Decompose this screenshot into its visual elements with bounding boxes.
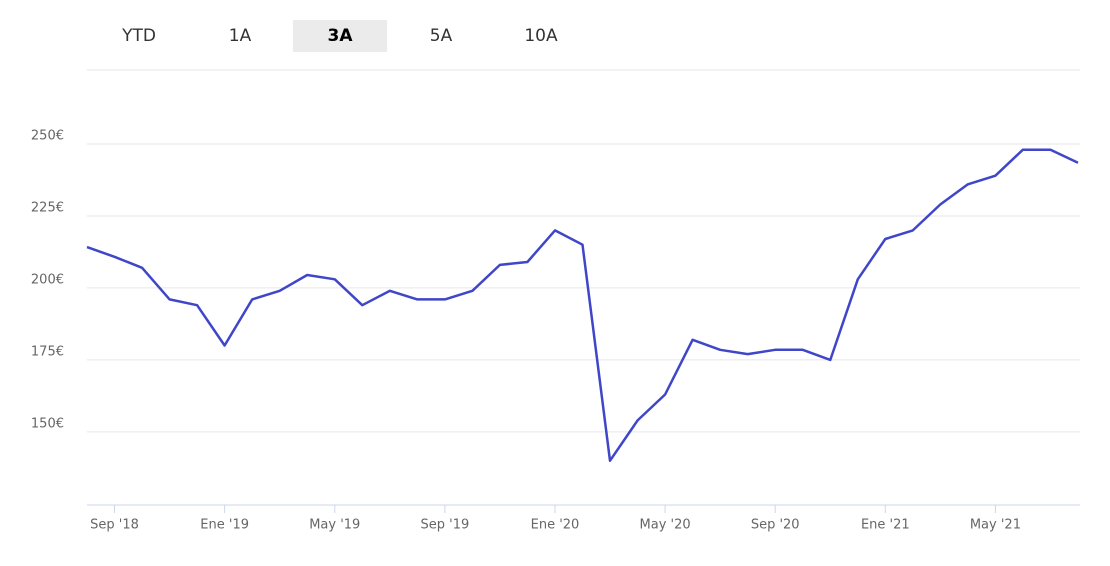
x-tick-label: May '21 [970, 518, 1021, 533]
x-tick-label: Sep '20 [751, 518, 800, 533]
x-tick-label: Sep '19 [420, 518, 469, 533]
range-button[interactable]: 10A [524, 26, 558, 46]
x-tick-label: Ene '20 [531, 518, 580, 533]
range-button[interactable]: 5A [430, 26, 453, 46]
range-button[interactable]: 1A [229, 26, 252, 46]
x-tick-label: May '19 [309, 518, 360, 533]
y-tick-label: 175€ [31, 344, 64, 359]
x-tick-label: Ene '21 [861, 518, 910, 533]
range-button-bg[interactable] [293, 20, 387, 52]
price-line [86, 148, 1079, 462]
y-tick-label: 225€ [31, 200, 64, 215]
range-button[interactable]: 3A [328, 26, 354, 46]
y-tick-label: 200€ [31, 272, 64, 287]
y-tick-label: 150€ [31, 416, 64, 431]
x-tick-label: Sep '18 [90, 518, 139, 533]
x-tick-label: Ene '19 [200, 518, 249, 533]
y-tick-label: 250€ [31, 128, 64, 143]
range-button[interactable]: YTD [121, 26, 156, 46]
x-tick-label: May '20 [640, 518, 691, 533]
